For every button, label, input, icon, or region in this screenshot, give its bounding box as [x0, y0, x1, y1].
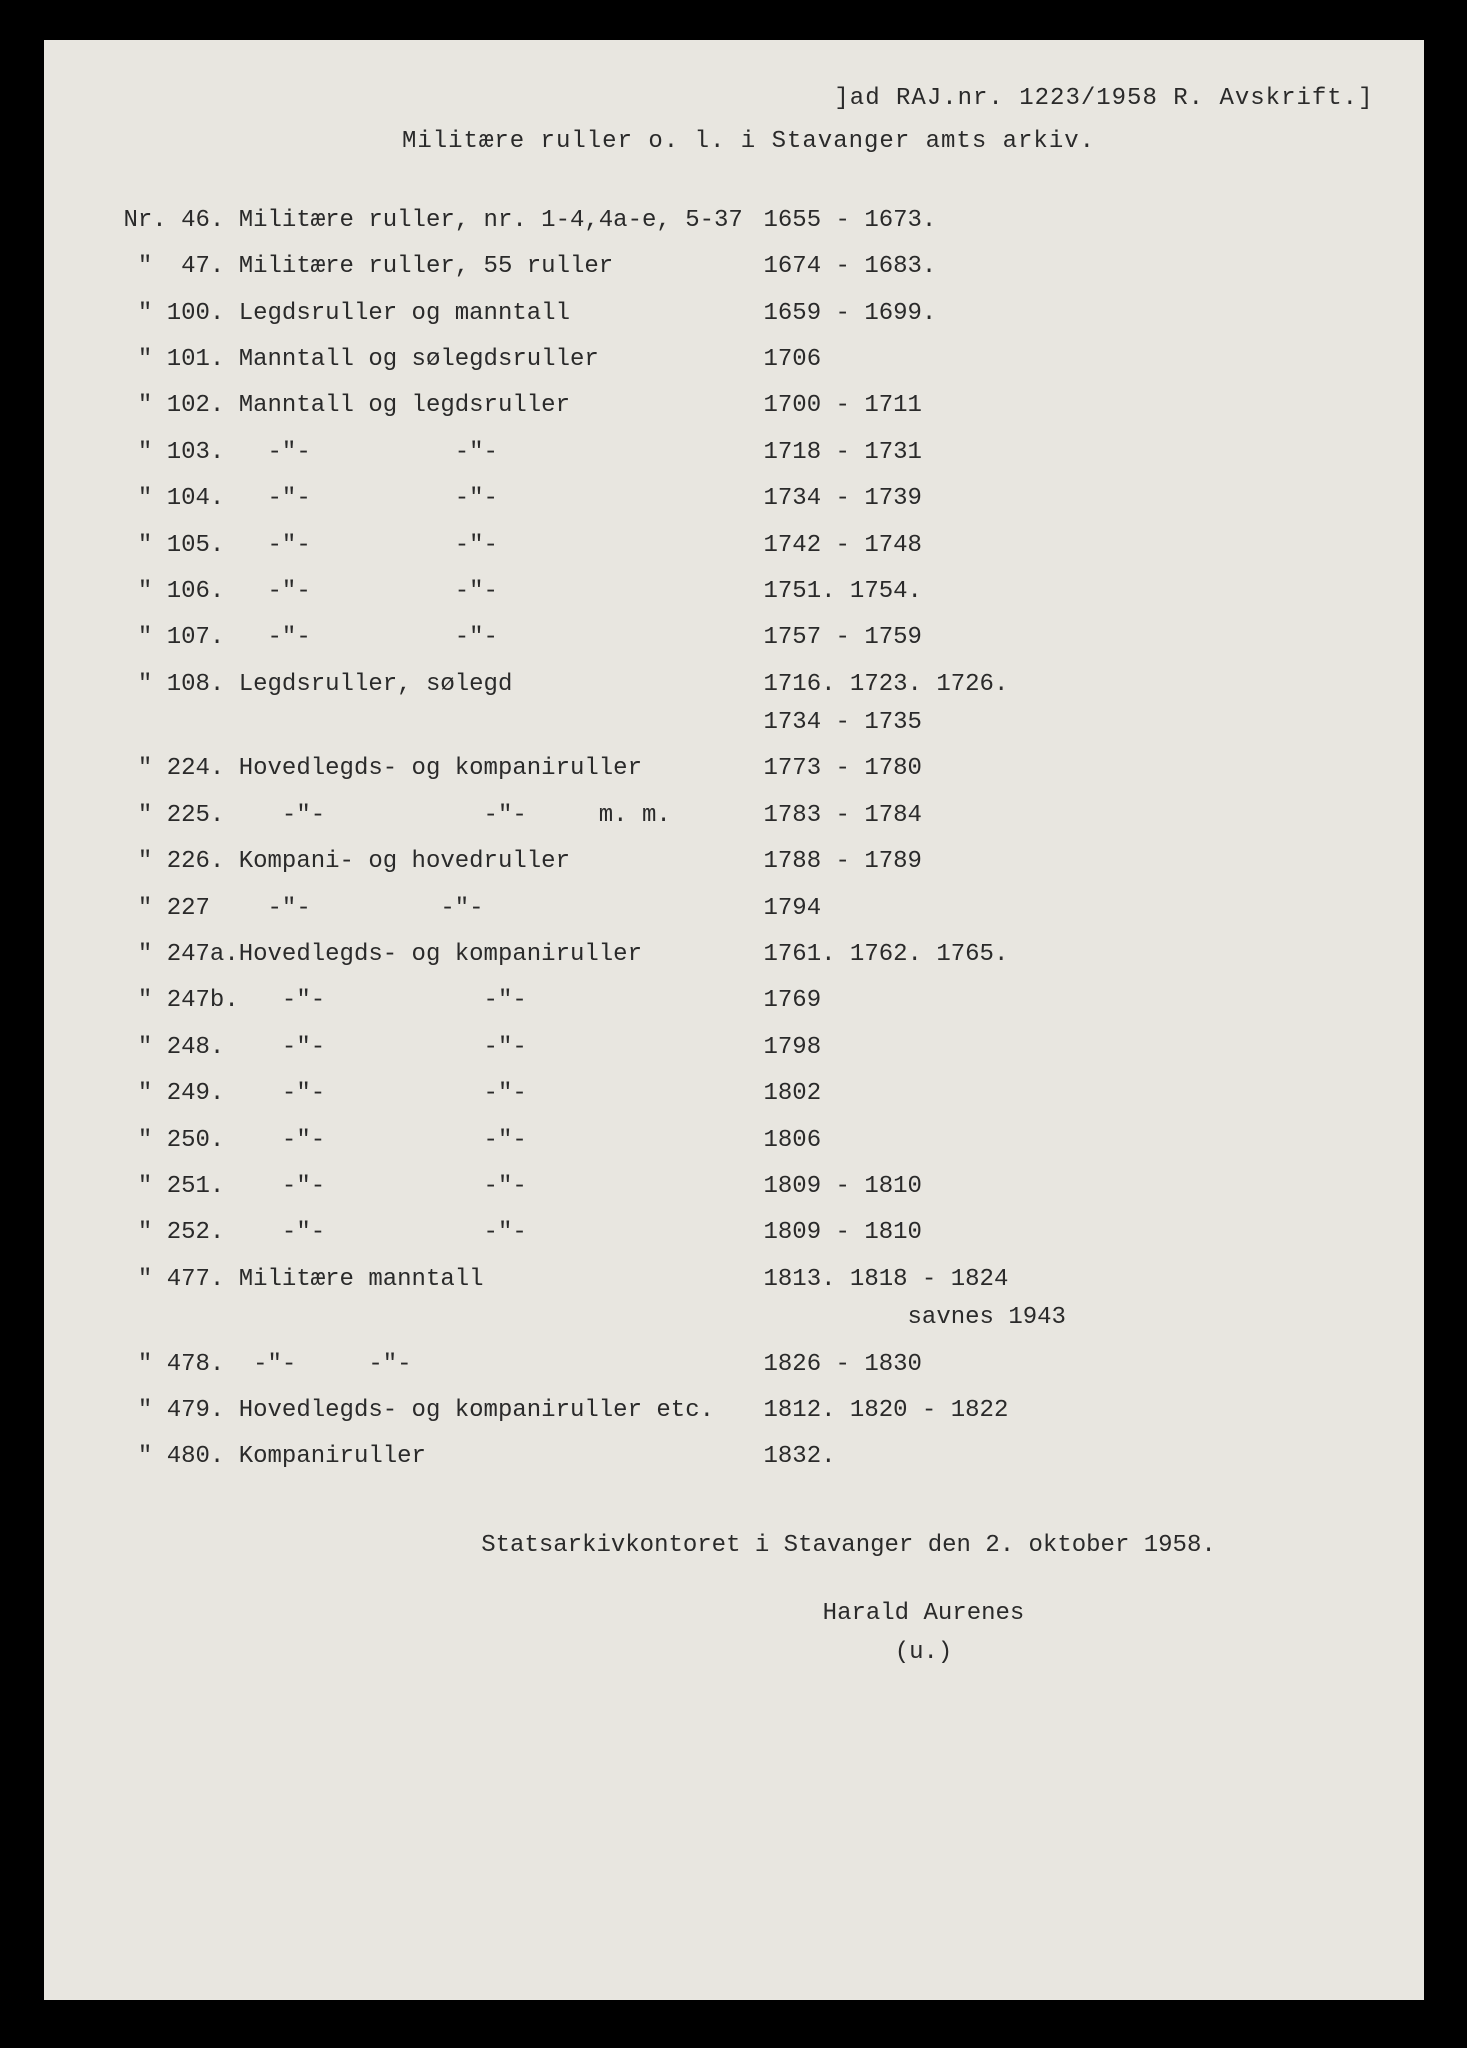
entry-row: " 251. -"- -"-1809 - 1810 — [124, 1168, 1374, 1206]
entry-left: " 103. -"- -"- — [124, 434, 764, 472]
entry-row: Nr. 46. Militære ruller, nr. 1-4,4a-e, 5… — [124, 202, 1374, 240]
entry-row: " 224. Hovedlegds- og kompaniruller1773 … — [124, 750, 1374, 788]
entry-row: " 477. Militære manntall1813. 1818 - 182… — [124, 1261, 1374, 1338]
entry-left: " 101. Manntall og sølegdsruller — [124, 341, 764, 379]
entry-row: " 248. -"- -"-1798 — [124, 1029, 1374, 1067]
entry-left: " 100. Legdsruller og manntall — [124, 295, 764, 333]
entry-right: 1798 — [764, 1029, 1374, 1067]
entry-row: " 106. -"- -"-1751. 1754. — [124, 573, 1374, 611]
entry-right: 1742 - 1748 — [764, 527, 1374, 565]
entry-left: " 479. Hovedlegds- og kompaniruller etc. — [124, 1392, 764, 1430]
entry-right: 1718 - 1731 — [764, 434, 1374, 472]
entry-left: " 251. -"- -"- — [124, 1168, 764, 1206]
entry-right: 1700 - 1711 — [764, 387, 1374, 425]
entry-row: " 225. -"- -"- m. m.1783 - 1784 — [124, 797, 1374, 835]
entry-left: " 224. Hovedlegds- og kompaniruller — [124, 750, 764, 788]
entry-row: " 478. -"- -"-1826 - 1830 — [124, 1346, 1374, 1384]
entry-right: 1832. — [764, 1438, 1374, 1476]
entry-row: " 107. -"- -"-1757 - 1759 — [124, 619, 1374, 657]
entry-row: " 100. Legdsruller og manntall1659 - 169… — [124, 295, 1374, 333]
entry-row: " 227 -"- -"-1794 — [124, 890, 1374, 928]
entry-row: " 47. Militære ruller, 55 ruller1674 - 1… — [124, 248, 1374, 286]
entry-right: 1826 - 1830 — [764, 1346, 1374, 1384]
entry-left: " 252. -"- -"- — [124, 1214, 764, 1252]
entry-right: 1794 — [764, 890, 1374, 928]
entry-right: 1769 — [764, 982, 1374, 1020]
entry-right: 1757 - 1759 — [764, 619, 1374, 657]
entry-right: 1802 — [764, 1075, 1374, 1113]
entry-row: " 102. Manntall og legdsruller1700 - 171… — [124, 387, 1374, 425]
entry-left: Nr. 46. Militære ruller, nr. 1-4,4a-e, 5… — [124, 202, 764, 240]
entry-row: " 479. Hovedlegds- og kompaniruller etc.… — [124, 1392, 1374, 1430]
header-title: Militære ruller o. l. i Stavanger amts a… — [124, 123, 1374, 161]
entry-row: " 250. -"- -"-1806 — [124, 1122, 1374, 1160]
entry-left: " 480. Kompaniruller — [124, 1438, 764, 1476]
entry-left: " 108. Legdsruller, sølegd — [124, 666, 764, 704]
entry-row: " 226. Kompani- og hovedruller1788 - 178… — [124, 843, 1374, 881]
entry-left: " 477. Militære manntall — [124, 1261, 764, 1299]
entry-row: " 108. Legdsruller, sølegd1716. 1723. 17… — [124, 666, 1374, 743]
entry-left: " 249. -"- -"- — [124, 1075, 764, 1113]
entry-row: " 480. Kompaniruller1832. — [124, 1438, 1374, 1476]
footer-signature: Harald Aurenes — [474, 1595, 1374, 1633]
entry-left: " 102. Manntall og legdsruller — [124, 387, 764, 425]
footer: Statsarkivkontoret i Stavanger den 2. ok… — [124, 1527, 1374, 1672]
entry-left: " 247b. -"- -"- — [124, 982, 764, 1020]
entry-right: 1706 — [764, 341, 1374, 379]
entry-left: " 478. -"- -"- — [124, 1346, 764, 1384]
entry-row: " 247b. -"- -"-1769 — [124, 982, 1374, 1020]
entry-left: " 104. -"- -"- — [124, 480, 764, 518]
entry-right: 1751. 1754. — [764, 573, 1374, 611]
entry-right: 1659 - 1699. — [764, 295, 1374, 333]
entry-left: " 106. -"- -"- — [124, 573, 764, 611]
entry-row: " 249. -"- -"-1802 — [124, 1075, 1374, 1113]
entry-right: 1812. 1820 - 1822 — [764, 1392, 1374, 1430]
footer-signature-note: (u.) — [474, 1634, 1374, 1672]
entry-right: 1773 - 1780 — [764, 750, 1374, 788]
footer-location-date: Statsarkivkontoret i Stavanger den 2. ok… — [324, 1527, 1374, 1565]
entry-left: " 226. Kompani- og hovedruller — [124, 843, 764, 881]
entry-row: " 247a.Hovedlegds- og kompaniruller1761.… — [124, 936, 1374, 974]
entry-left: " 248. -"- -"- — [124, 1029, 764, 1067]
entries-list: Nr. 46. Militære ruller, nr. 1-4,4a-e, 5… — [124, 202, 1374, 1477]
entry-left: " 250. -"- -"- — [124, 1122, 764, 1160]
entry-left: " 105. -"- -"- — [124, 527, 764, 565]
entry-row: " 104. -"- -"-1734 - 1739 — [124, 480, 1374, 518]
entry-right: 1734 - 1739 — [764, 480, 1374, 518]
entry-left: " 227 -"- -"- — [124, 890, 764, 928]
entry-right: 1788 - 1789 — [764, 843, 1374, 881]
entry-right: 1674 - 1683. — [764, 248, 1374, 286]
document-page: ]ad RAJ.nr. 1223/1958 R. Avskrift.] Mili… — [44, 40, 1424, 2000]
entry-row: " 103. -"- -"-1718 - 1731 — [124, 434, 1374, 472]
entry-row: " 105. -"- -"-1742 - 1748 — [124, 527, 1374, 565]
entry-right: 1813. 1818 - 1824 savnes 1943 — [764, 1261, 1374, 1338]
entry-right: 1806 — [764, 1122, 1374, 1160]
entry-right: 1761. 1762. 1765. — [764, 936, 1374, 974]
entry-left: " 47. Militære ruller, 55 ruller — [124, 248, 764, 286]
entry-left: " 225. -"- -"- m. m. — [124, 797, 764, 835]
entry-row: " 101. Manntall og sølegdsruller1706 — [124, 341, 1374, 379]
entry-left: " 107. -"- -"- — [124, 619, 764, 657]
entry-right: 1809 - 1810 — [764, 1168, 1374, 1206]
entry-right: 1809 - 1810 — [764, 1214, 1374, 1252]
entry-row: " 252. -"- -"-1809 - 1810 — [124, 1214, 1374, 1252]
entry-left: " 247a.Hovedlegds- og kompaniruller — [124, 936, 764, 974]
header-reference: ]ad RAJ.nr. 1223/1958 R. Avskrift.] — [124, 80, 1374, 118]
entry-right: 1655 - 1673. — [764, 202, 1374, 240]
entry-right: 1716. 1723. 1726. 1734 - 1735 — [764, 666, 1374, 743]
entry-right: 1783 - 1784 — [764, 797, 1374, 835]
